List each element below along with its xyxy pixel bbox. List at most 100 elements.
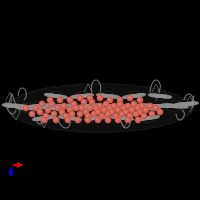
Circle shape: [115, 117, 121, 123]
Ellipse shape: [138, 104, 147, 107]
Ellipse shape: [129, 95, 137, 97]
Ellipse shape: [182, 103, 191, 105]
Ellipse shape: [37, 117, 45, 120]
Circle shape: [60, 110, 63, 113]
Circle shape: [112, 104, 115, 107]
Ellipse shape: [158, 95, 166, 97]
Ellipse shape: [80, 107, 88, 110]
Circle shape: [52, 112, 55, 115]
Ellipse shape: [38, 117, 46, 120]
Ellipse shape: [48, 116, 55, 118]
Ellipse shape: [111, 116, 118, 118]
Ellipse shape: [173, 105, 183, 108]
Circle shape: [71, 101, 77, 107]
Ellipse shape: [125, 107, 133, 110]
Circle shape: [91, 111, 97, 117]
Circle shape: [104, 102, 107, 105]
Ellipse shape: [43, 106, 51, 109]
Ellipse shape: [30, 107, 39, 110]
Circle shape: [39, 101, 45, 107]
Circle shape: [85, 117, 91, 123]
Ellipse shape: [72, 118, 80, 120]
Ellipse shape: [155, 95, 163, 97]
Circle shape: [63, 113, 69, 119]
Circle shape: [105, 117, 111, 123]
Ellipse shape: [51, 95, 59, 97]
Ellipse shape: [65, 106, 74, 109]
Circle shape: [131, 101, 137, 107]
Circle shape: [106, 112, 109, 115]
Circle shape: [97, 103, 103, 109]
Ellipse shape: [55, 95, 63, 98]
Circle shape: [120, 112, 123, 115]
Ellipse shape: [150, 107, 159, 110]
Circle shape: [93, 105, 99, 111]
Circle shape: [141, 113, 147, 119]
Ellipse shape: [175, 103, 184, 106]
Ellipse shape: [71, 117, 79, 120]
Ellipse shape: [33, 118, 40, 120]
Circle shape: [80, 106, 83, 109]
Ellipse shape: [161, 95, 169, 98]
Ellipse shape: [124, 96, 132, 98]
Ellipse shape: [104, 107, 112, 110]
Ellipse shape: [95, 116, 103, 119]
Circle shape: [115, 107, 121, 113]
Circle shape: [135, 117, 141, 123]
Ellipse shape: [123, 117, 131, 120]
Ellipse shape: [16, 106, 24, 109]
Ellipse shape: [115, 116, 123, 119]
Circle shape: [96, 118, 99, 121]
Ellipse shape: [178, 103, 187, 106]
Ellipse shape: [136, 94, 144, 96]
Ellipse shape: [128, 107, 136, 110]
Circle shape: [57, 97, 63, 103]
Circle shape: [53, 117, 59, 123]
Circle shape: [68, 108, 71, 111]
Circle shape: [86, 118, 89, 121]
Ellipse shape: [93, 106, 102, 109]
Circle shape: [98, 104, 101, 107]
Ellipse shape: [5, 104, 15, 107]
Circle shape: [144, 108, 147, 111]
Ellipse shape: [26, 107, 35, 109]
Ellipse shape: [123, 105, 132, 108]
Ellipse shape: [42, 104, 51, 107]
Ellipse shape: [109, 95, 117, 98]
Circle shape: [101, 107, 107, 113]
Ellipse shape: [64, 116, 72, 119]
Ellipse shape: [20, 107, 29, 109]
Ellipse shape: [137, 104, 146, 107]
Ellipse shape: [43, 116, 51, 119]
Ellipse shape: [79, 95, 87, 97]
Ellipse shape: [119, 117, 127, 119]
Ellipse shape: [46, 116, 54, 118]
Ellipse shape: [87, 104, 96, 107]
Ellipse shape: [116, 107, 125, 109]
Circle shape: [67, 97, 73, 103]
Circle shape: [99, 113, 105, 119]
Ellipse shape: [178, 105, 188, 108]
Ellipse shape: [140, 104, 149, 107]
Ellipse shape: [103, 95, 111, 97]
Ellipse shape: [132, 94, 140, 97]
Ellipse shape: [146, 107, 155, 110]
Ellipse shape: [110, 105, 119, 107]
Circle shape: [107, 97, 113, 103]
Ellipse shape: [112, 106, 120, 109]
Ellipse shape: [164, 96, 171, 98]
Ellipse shape: [147, 105, 156, 108]
Circle shape: [75, 117, 81, 123]
Ellipse shape: [108, 105, 117, 107]
Circle shape: [61, 103, 67, 109]
Ellipse shape: [54, 105, 63, 108]
Ellipse shape: [66, 104, 75, 107]
Ellipse shape: [147, 116, 155, 119]
Ellipse shape: [81, 105, 90, 108]
Ellipse shape: [23, 107, 32, 109]
Ellipse shape: [175, 105, 185, 108]
Circle shape: [23, 105, 29, 111]
Ellipse shape: [68, 107, 77, 109]
Circle shape: [83, 109, 89, 115]
Ellipse shape: [78, 107, 87, 110]
